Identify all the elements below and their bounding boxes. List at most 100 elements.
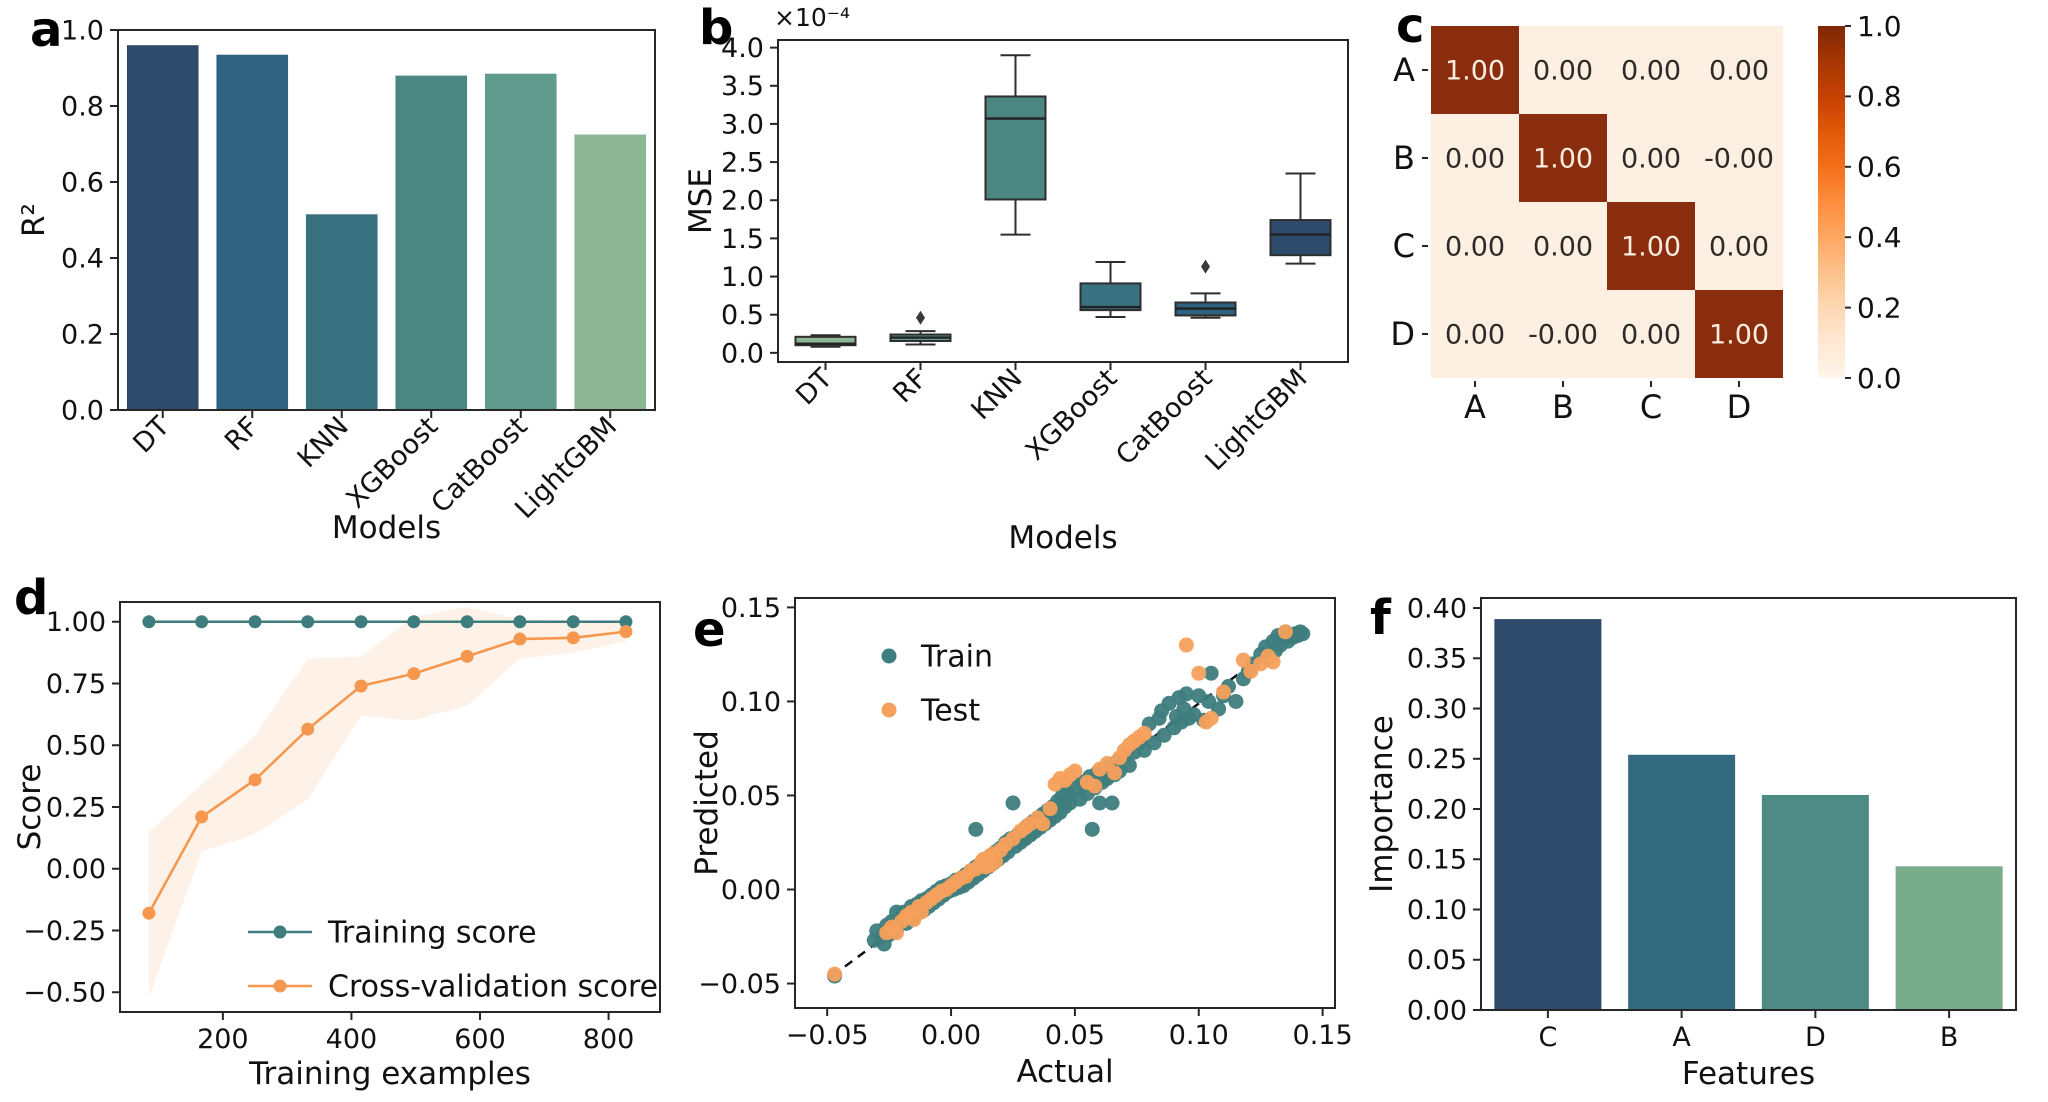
svg-text:0.0: 0.0	[61, 395, 104, 426]
svg-text:0.15: 0.15	[1407, 845, 1467, 876]
svg-text:0.00: 0.00	[1621, 143, 1681, 174]
panel-b-letter: b	[699, 0, 734, 56]
svg-text:−0.05: −0.05	[698, 969, 781, 1000]
svg-text:200: 200	[197, 1024, 249, 1055]
panel-b-mse-box-plot: b DT RF KNN XGBoost CatBoost LightGBM 0.0 0.5 1.…	[683, 0, 1366, 560]
svg-text:1.00: 1.00	[1533, 143, 1593, 174]
svg-text:0.15: 0.15	[1293, 1020, 1353, 1051]
svg-text:800: 800	[583, 1024, 635, 1055]
svg-text:D: D	[1390, 315, 1415, 353]
svg-text:0.4: 0.4	[1857, 221, 1902, 254]
svg-text:0.00: 0.00	[46, 854, 106, 885]
svg-text:−0.05: −0.05	[786, 1020, 869, 1051]
panel-d-letter: d	[14, 570, 49, 626]
svg-text:0.35: 0.35	[1407, 644, 1467, 675]
svg-text:B: B	[1552, 388, 1574, 426]
svg-text:0.5: 0.5	[721, 300, 764, 331]
svg-text:-0.00: -0.00	[1528, 319, 1598, 350]
svg-text:Training score: Training score	[327, 916, 537, 951]
svg-text:R²: R²	[16, 203, 52, 237]
svg-text:0.4: 0.4	[61, 243, 104, 274]
svg-text:0.30: 0.30	[1407, 694, 1467, 725]
svg-text:0.00: 0.00	[1445, 319, 1505, 350]
svg-text:0.6: 0.6	[1857, 151, 1902, 184]
svg-text:4.0: 4.0	[721, 33, 764, 64]
svg-text:Models: Models	[332, 510, 441, 546]
svg-text:XGBoost: XGBoost	[1020, 363, 1124, 467]
svg-text:Cross-validation score: Cross-validation score	[328, 970, 658, 1005]
panel-d-learning-curve: d 200 400 600 800 −0.50 −0.25 0.00 0.25 0.50 0.75…	[0, 560, 683, 1102]
svg-text:C: C	[1393, 227, 1415, 265]
svg-text:0.00: 0.00	[721, 875, 781, 906]
svg-text:0.00: 0.00	[1407, 995, 1467, 1026]
svg-text:1.0: 1.0	[61, 15, 104, 46]
svg-text:0.2: 0.2	[1857, 291, 1902, 324]
svg-text:DT: DT	[127, 411, 176, 460]
svg-text:0.8: 0.8	[1857, 80, 1902, 113]
svg-text:0.00: 0.00	[1709, 55, 1769, 86]
svg-text:0.8: 0.8	[61, 91, 104, 122]
panel-c-correlation-heatmap: c 1.00 0.00 0.00 0.00 0.00 1.00 0.00 -0.00 0.00 0…	[1366, 0, 2048, 560]
svg-text:0.10: 0.10	[1169, 1020, 1229, 1051]
svg-text:0.2: 0.2	[61, 319, 104, 350]
svg-text:RF: RF	[887, 363, 933, 409]
mse-by-model-box-plot: DT RF KNNXGBoostCatBoostLightGBM0.00.51.01…	[683, 3, 1349, 556]
svg-text:MSE: MSE	[683, 168, 719, 234]
svg-text:2.5: 2.5	[721, 148, 764, 179]
svg-text:B: B	[1940, 1022, 1959, 1053]
svg-text:0.00: 0.00	[921, 1020, 981, 1051]
svg-text:KNN: KNN	[965, 363, 1028, 426]
svg-text:A: A	[1393, 51, 1415, 89]
svg-text:-0.00: -0.00	[1704, 143, 1774, 174]
svg-text:1.00: 1.00	[1709, 319, 1769, 350]
svg-text:1.0: 1.0	[721, 262, 764, 293]
svg-text:3.0: 3.0	[721, 109, 764, 140]
svg-text:Train: Train	[920, 640, 993, 675]
svg-text:0.00: 0.00	[1621, 55, 1681, 86]
r2-by-model-bar-chart: DT RF KNNXGBoostCatBoostLightGBM0.00.20.40…	[16, 15, 656, 546]
svg-text:0.00: 0.00	[1709, 231, 1769, 262]
svg-text:0.75: 0.75	[46, 669, 106, 700]
svg-text:Training examples: Training examples	[248, 1056, 531, 1092]
svg-text:0.00: 0.00	[1445, 143, 1505, 174]
svg-text:1.00: 1.00	[46, 607, 106, 638]
svg-text:Importance: Importance	[1366, 715, 1400, 893]
svg-text:0.6: 0.6	[61, 167, 104, 198]
svg-text:0.25: 0.25	[46, 792, 106, 823]
svg-text:C: C	[1640, 388, 1662, 426]
panel-a-r2-bar-chart: a DT RF KNN XGBoost CatBoost LightGBM 0.0 0.2 0.…	[0, 0, 683, 560]
svg-text:0.0: 0.0	[721, 338, 764, 369]
svg-text:0.10: 0.10	[1407, 895, 1467, 926]
svg-text:0.00: 0.00	[1445, 231, 1505, 262]
feature-correlation-heatmap: 1.00 0.00 0.00 0.00 0.00 1.00 0.00 -0.00 0.00 0.0…	[1390, 10, 1902, 426]
svg-text:1.0: 1.0	[1857, 10, 1902, 43]
svg-text:C: C	[1538, 1022, 1557, 1053]
svg-text:1.00: 1.00	[1445, 55, 1505, 86]
svg-text:D: D	[1805, 1022, 1826, 1053]
panel-a-letter: a	[30, 2, 63, 58]
svg-text:3.5: 3.5	[721, 71, 764, 102]
svg-text:Models: Models	[1008, 520, 1117, 556]
feature-importance-bar-chart: C A D B 0.00 0.05 0.10 0.15 0.20 0.25 0.30 0.35 0.40…	[1366, 593, 2017, 1092]
panel-f-feature-importance: f C A D B 0.00 0.05 0.10 0.15 0.20 0.25 0.30 0.35 0.…	[1366, 560, 2048, 1102]
svg-text:400: 400	[326, 1024, 378, 1055]
svg-text:0.05: 0.05	[721, 781, 781, 812]
svg-text:0.05: 0.05	[1407, 945, 1467, 976]
svg-text:DT: DT	[790, 363, 839, 412]
svg-text:0.05: 0.05	[1045, 1020, 1105, 1051]
svg-text:Predicted: Predicted	[689, 730, 725, 876]
svg-text:0.10: 0.10	[721, 687, 781, 718]
svg-text:0.0: 0.0	[1857, 362, 1902, 395]
panel-f-letter: f	[1370, 590, 1391, 646]
learning-curve-chart: 200 400 600 800 −0.50 −0.25 0.00 0.25 0.50 0.75 1.…	[12, 601, 661, 1092]
panel-e-predicted-vs-actual: e −0.05 0.00 0.05 0.10 0.15 −0.05 0.00 0.05 0.10…	[683, 560, 1366, 1102]
panel-c-letter: c	[1396, 0, 1425, 54]
svg-text:×10⁻⁴: ×10⁻⁴	[774, 3, 850, 32]
svg-text:B: B	[1393, 139, 1415, 177]
svg-text:D: D	[1727, 388, 1752, 426]
svg-text:A: A	[1672, 1022, 1691, 1053]
svg-text:−0.25: −0.25	[23, 916, 106, 947]
predicted-vs-actual-scatter: −0.05 0.00 0.05 0.10 0.15 −0.05 0.00 0.05 0.10 0.…	[689, 593, 1353, 1090]
svg-text:RF: RF	[219, 411, 265, 457]
svg-text:0.20: 0.20	[1407, 794, 1467, 825]
